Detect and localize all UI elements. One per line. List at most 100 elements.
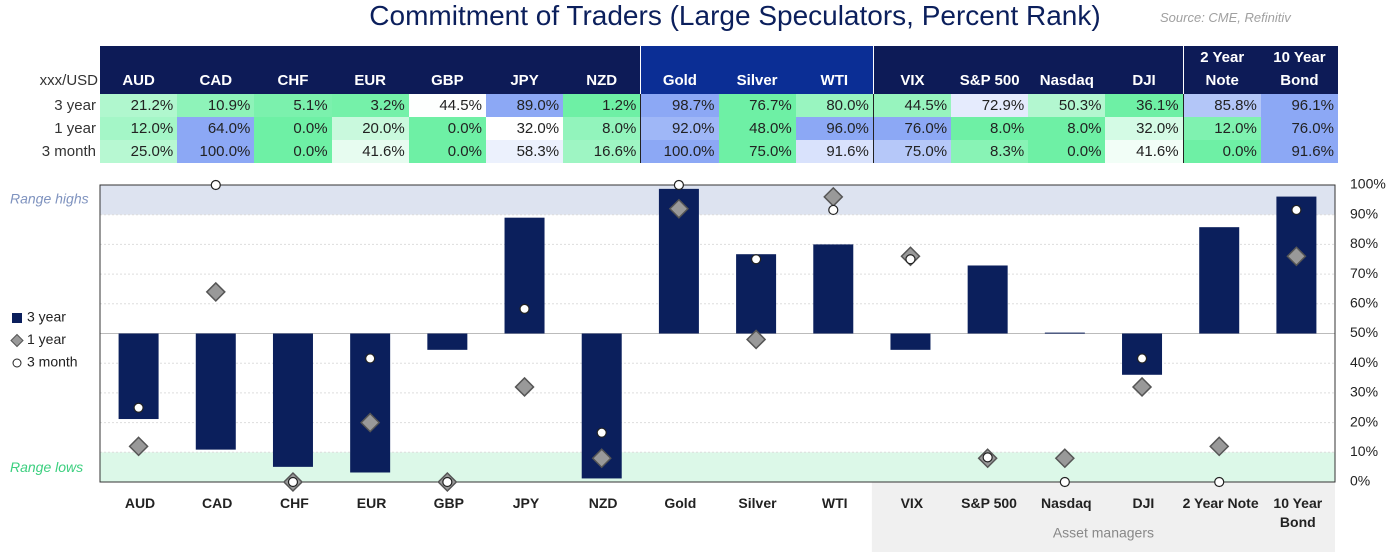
table-cell: 12.0% (100, 117, 178, 140)
table-cell: 8.3% (951, 140, 1029, 163)
y-tick-label: 100% (1350, 176, 1386, 192)
x-tick-label: CAD (202, 495, 233, 511)
bar (272, 333, 313, 467)
bar (813, 244, 854, 334)
diamond-marker (1131, 376, 1153, 398)
data-table: xxx/USD AUD CAD CHF EUR GBP JPY NZD Gold Silver WT… (8, 46, 1338, 163)
circle-marker (750, 254, 762, 265)
table-cell: 89.0% (485, 94, 564, 117)
table-cell: 44.5% (408, 94, 486, 117)
table-cell: 1.2% (563, 94, 641, 117)
y-tick-label: 20% (1350, 413, 1378, 429)
table-cell: 0.0% (408, 117, 486, 140)
legend-swatch (10, 333, 24, 348)
circle-marker (1136, 353, 1148, 364)
column-header: VIX (872, 46, 952, 94)
y-tick-label: 90% (1350, 205, 1378, 221)
x-tick-label: EUR (356, 495, 387, 511)
plot-frame (99, 184, 1336, 483)
y-tick-label: 30% (1350, 384, 1378, 400)
table-cell: 91.6% (1260, 140, 1338, 163)
circle-marker (673, 179, 685, 191)
annotation-area (871, 482, 1335, 552)
circle-marker (210, 179, 221, 191)
diamond-marker (205, 281, 226, 302)
circle-marker (519, 303, 530, 314)
table-cell: 36.1% (1105, 94, 1184, 117)
diamond-marker (128, 436, 149, 457)
table-cell: 96.0% (795, 117, 874, 140)
y-tick-label: 60% (1350, 295, 1378, 311)
table-cell: 8.0% (951, 117, 1029, 140)
bar (427, 333, 468, 350)
table-cell: 41.6% (1105, 140, 1184, 163)
column-header: Silver (718, 46, 796, 94)
table-cell: 92.0% (640, 117, 719, 140)
bar (1044, 332, 1085, 334)
table-cell: 100.0% (177, 140, 255, 163)
column-header: Gold (640, 46, 719, 94)
diamond-marker (1209, 436, 1230, 457)
table-cell: 32.0% (1105, 117, 1184, 140)
table-cell: 8.0% (563, 117, 641, 140)
circle-marker (1291, 204, 1302, 216)
y-tick-label: 70% (1350, 265, 1378, 281)
bar (890, 333, 931, 350)
x-tick-label: DJI (1132, 495, 1155, 511)
diamond-marker (1054, 448, 1075, 469)
circle-marker (1214, 476, 1225, 488)
table-cell: 76.7% (718, 94, 796, 117)
column-header: AUD (100, 46, 178, 94)
annotation: Asset managers (1053, 525, 1154, 541)
diamond-marker (514, 376, 535, 398)
column-header: DJI (1105, 46, 1184, 94)
column-header: 10 Year Bond (1260, 46, 1338, 94)
x-tick-label: S&P 500 (961, 495, 1017, 511)
y-tick-label: 40% (1350, 354, 1378, 370)
table-cell: 96.1% (1260, 94, 1338, 117)
table-cell: 100.0% (640, 140, 719, 163)
table-cell: 50.3% (1028, 94, 1106, 117)
table-cell: 3.2% (331, 94, 409, 117)
table-cell: 80.0% (795, 94, 874, 117)
legend-swatch (12, 358, 22, 368)
column-header: Nasdaq (1028, 46, 1106, 94)
table-cell: 5.1% (254, 94, 332, 117)
table-cell: 85.8% (1182, 94, 1261, 117)
table-cell: 72.9% (951, 94, 1029, 117)
table-cell: 0.0% (408, 140, 486, 163)
table-cell: 58.3% (485, 140, 564, 163)
x-tick-label: WTI (821, 495, 848, 511)
y-tick-label: 80% (1350, 235, 1378, 251)
circle-marker (287, 476, 299, 488)
row-header: xxx/USD (39, 72, 98, 89)
column-header: EUR (331, 46, 409, 94)
legend-label: 3 year (27, 309, 66, 325)
diamond-marker (668, 198, 689, 219)
source: Source: CME, Refinitiv (1160, 10, 1291, 25)
bar (967, 265, 1008, 334)
circle-marker (905, 254, 916, 265)
table-cell: 75.0% (718, 140, 796, 163)
circle-marker (982, 452, 993, 463)
diamond-marker (591, 448, 612, 469)
chart-title: Commitment of Traders (Large Speculators… (369, 0, 1101, 31)
diamond-marker (1286, 246, 1307, 267)
table-cell: 0.0% (254, 140, 332, 163)
table-cell: 91.6% (795, 140, 874, 163)
table-cell: 32.0% (485, 117, 564, 140)
x-tick-label: NZD (588, 495, 618, 511)
diamond-marker (360, 412, 381, 433)
table-cell: 25.0% (100, 140, 178, 163)
table-cell: 16.6% (563, 140, 641, 163)
y-tick-label: 50% (1350, 324, 1378, 340)
x-tick-label: Silver (738, 495, 777, 511)
circle-marker (1059, 476, 1070, 488)
circle-marker (133, 402, 144, 413)
table-cell: 20.0% (331, 117, 409, 140)
table-cell: 64.0% (177, 117, 255, 140)
legend-swatch (12, 313, 22, 323)
column-header: CHF (254, 46, 332, 94)
